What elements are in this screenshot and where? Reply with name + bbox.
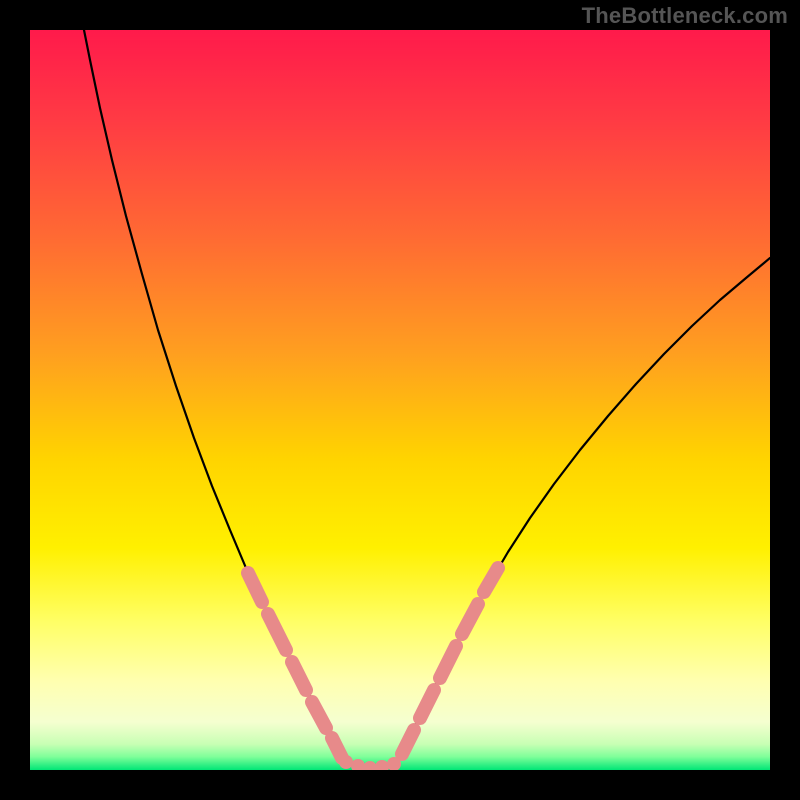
overlay-segment bbox=[312, 702, 326, 728]
overlay-segment bbox=[440, 646, 456, 678]
overlay-segment bbox=[420, 690, 434, 718]
overlay-segment bbox=[332, 738, 342, 758]
overlay-dot bbox=[363, 761, 377, 770]
overlay-segment bbox=[248, 573, 262, 602]
right-curve bbox=[400, 258, 770, 756]
overlay-dot bbox=[375, 760, 389, 770]
curve-layer bbox=[30, 30, 770, 770]
watermark-text: TheBottleneck.com bbox=[582, 3, 788, 29]
left-curve bbox=[84, 30, 340, 756]
bottleneck-curves bbox=[84, 30, 770, 768]
overlay-segment bbox=[484, 568, 498, 592]
overlay-dot bbox=[351, 759, 365, 770]
overlay-segment bbox=[402, 730, 414, 754]
overlay-dot bbox=[339, 755, 353, 769]
overlay-segment bbox=[292, 662, 306, 690]
overlay-segment bbox=[268, 614, 286, 650]
overlay-marks bbox=[248, 568, 498, 770]
overlay-segment bbox=[462, 604, 478, 634]
chart-stage: TheBottleneck.com bbox=[0, 0, 800, 800]
plot-area bbox=[30, 30, 770, 770]
